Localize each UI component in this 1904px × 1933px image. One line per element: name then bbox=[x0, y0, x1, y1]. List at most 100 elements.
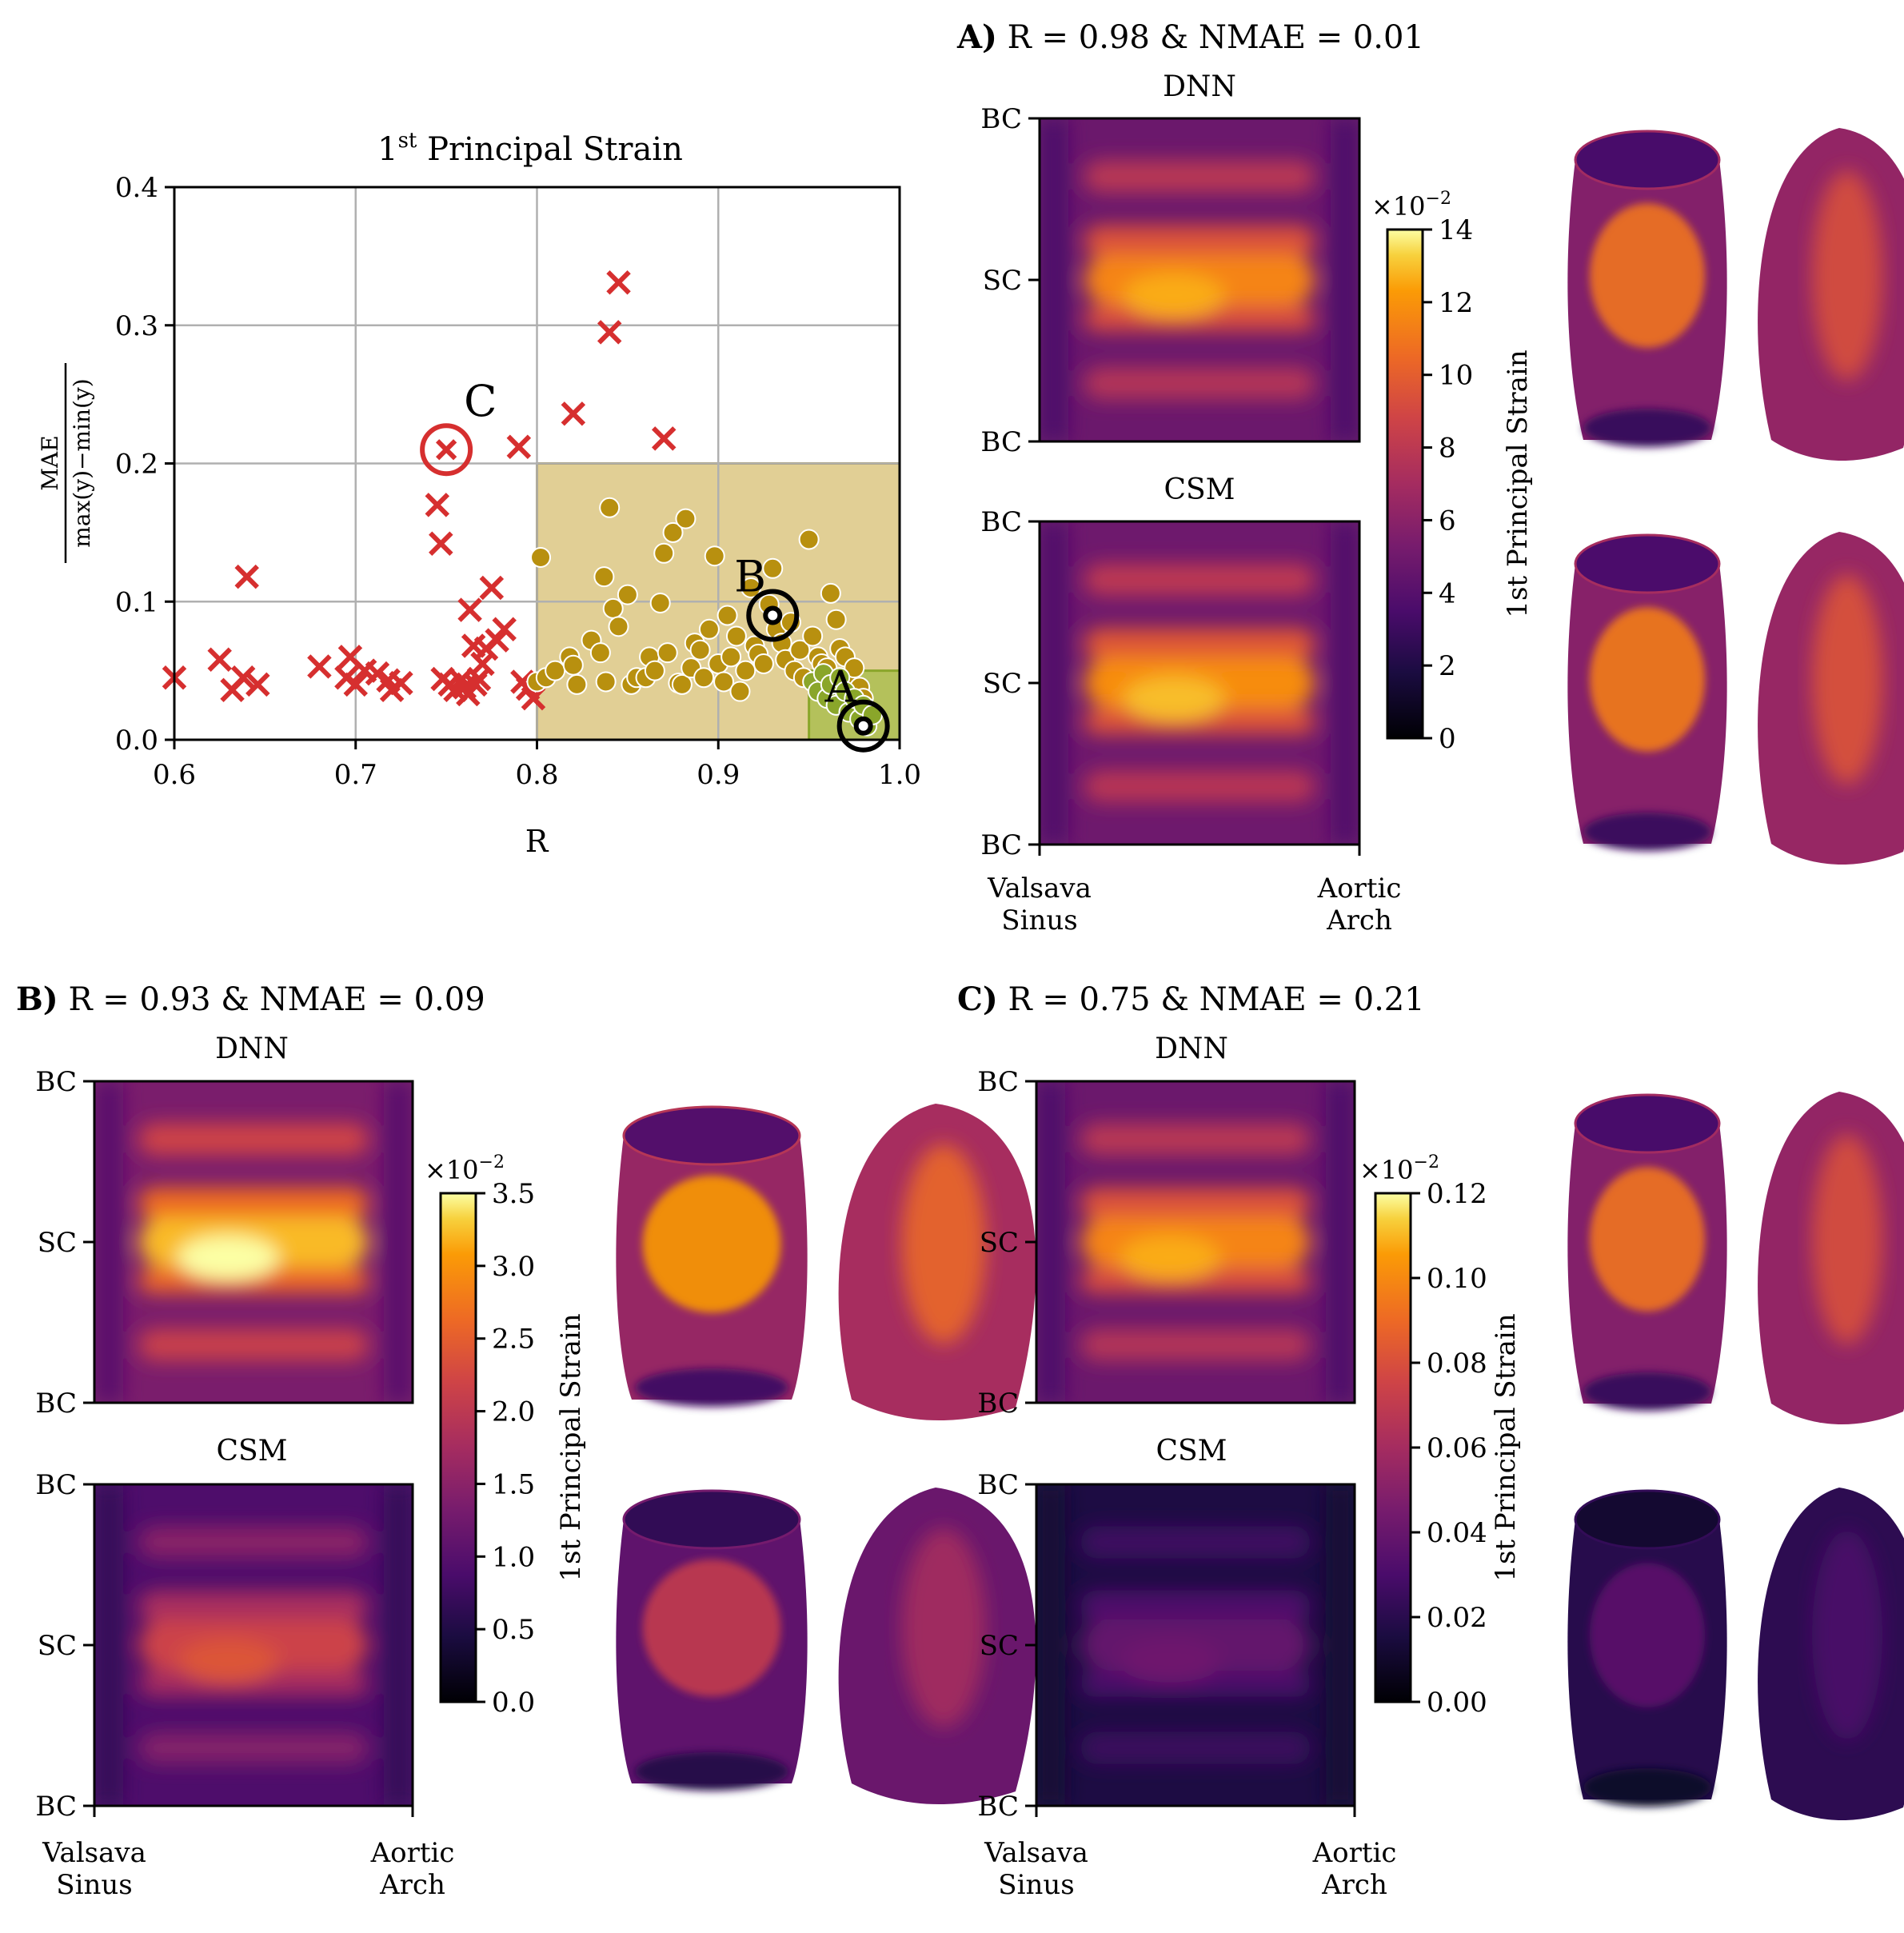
data-point-good bbox=[713, 671, 735, 693]
colorbar-tick-label: 0.08 bbox=[1427, 1348, 1487, 1380]
colorbar-label: 1st Principal Strain bbox=[555, 1313, 587, 1581]
vessel-tube-dnn bbox=[616, 1105, 808, 1407]
colorbar-label: 1st Principal Strain bbox=[1490, 1313, 1522, 1581]
colorbar-exponent: ×10−2 bbox=[1359, 1152, 1439, 1185]
data-point-x-marker bbox=[651, 426, 677, 451]
panel-a-dnn-y-ticks: BC SC BC bbox=[980, 103, 1040, 458]
colorbar-tick-label: 2.5 bbox=[492, 1324, 535, 1356]
data-point-good bbox=[844, 657, 865, 679]
scatter-y-label-numerator: MAE bbox=[37, 435, 63, 490]
panel-c: C) R = 0.75 & NMAE = 0.21 DNN CSM BCSCBC… bbox=[957, 980, 1904, 1901]
data-point-good bbox=[608, 616, 629, 637]
data-point-good bbox=[789, 639, 811, 661]
panel-a-title: A) R = 0.98 & NMAE = 0.01 bbox=[956, 18, 1424, 56]
highlight-label-c: C bbox=[464, 376, 497, 426]
colorbar-tick-label: 0.10 bbox=[1427, 1263, 1487, 1295]
colorbar-label: 1st Principal Strain bbox=[1502, 349, 1534, 617]
vessel-body-csm bbox=[838, 1488, 1036, 1805]
data-point-x-marker bbox=[389, 670, 413, 696]
vessel-body-dnn bbox=[1758, 1092, 1904, 1425]
data-point-x-marker bbox=[485, 628, 509, 653]
data-point-good bbox=[675, 508, 697, 529]
highlight-c: C bbox=[420, 376, 497, 477]
panel-a-xtick-arch: Arch bbox=[1326, 905, 1392, 937]
y-tick-label: 0.4 bbox=[115, 172, 158, 204]
data-point-good bbox=[729, 681, 751, 702]
data-point-good bbox=[720, 646, 742, 668]
vessel-tube-csm bbox=[1567, 533, 1727, 851]
panel-b-xtick-valsava: Valsava bbox=[42, 1837, 146, 1869]
x-tick-label: 0.8 bbox=[515, 759, 558, 791]
panel-c-csm-heatmap bbox=[1035, 1483, 1356, 1807]
colorbar-tick-label: 6 bbox=[1439, 505, 1456, 537]
data-point-x-marker bbox=[492, 617, 517, 642]
panel-a-colorbar: 0 2 4 6 8 10 12 14×10−2 1st Principal Strain bbox=[1371, 189, 1534, 755]
colorbar-tick-label: 0.12 bbox=[1427, 1178, 1487, 1210]
vessel-tube-dnn bbox=[1567, 1093, 1727, 1411]
x-tick-label: 1.0 bbox=[878, 759, 921, 791]
data-point-good bbox=[593, 566, 615, 588]
colorbar-tick-label: 12 bbox=[1439, 287, 1473, 319]
y-tick-label-bc: BC bbox=[977, 1791, 1019, 1823]
colorbar-tick-label: 0.04 bbox=[1427, 1517, 1487, 1549]
panel-b-csm-heatmap bbox=[93, 1483, 414, 1807]
data-point-good bbox=[545, 660, 566, 681]
data-point-x-marker bbox=[230, 665, 256, 690]
data-point-good bbox=[725, 625, 747, 647]
colorbar-tick-label: 4 bbox=[1439, 577, 1456, 609]
panel-c-x-ticks: Valsava Sinus Aortic Arch bbox=[984, 1806, 1396, 1901]
x-tick-label: 0.7 bbox=[334, 759, 377, 791]
panel-b-xtick-arch: Arch bbox=[379, 1869, 445, 1901]
y-tick-label-bc: BC bbox=[977, 1469, 1019, 1501]
data-point-good bbox=[649, 592, 671, 613]
y-tick-label-bc: BC bbox=[980, 103, 1022, 135]
data-point-x-marker bbox=[597, 320, 622, 345]
data-point-x-marker bbox=[606, 270, 631, 295]
panel-c-dnn-y-ticks: BC SC BC bbox=[977, 1066, 1036, 1420]
colorbar-tick-label: 0.5 bbox=[492, 1614, 535, 1646]
colorbar-tick-label: 0.02 bbox=[1427, 1602, 1487, 1634]
data-point-x-marker bbox=[425, 493, 450, 517]
y-tick-label-sc: SC bbox=[38, 1630, 77, 1662]
scatter-plot: 1st Principal Strain A B C 0.6 0.7 0.8 0.9 1.0… bbox=[37, 129, 921, 859]
panel-c-xtick-sinus: Sinus bbox=[998, 1869, 1074, 1901]
y-tick-label-sc: SC bbox=[980, 1227, 1019, 1259]
scatter-y-label: MAE max(y)−min(y) bbox=[37, 363, 95, 563]
data-point-x-marker bbox=[479, 575, 505, 601]
y-tick-label-bc: BC bbox=[980, 506, 1022, 538]
data-point-good bbox=[595, 671, 617, 693]
y-tick-label-bc: BC bbox=[980, 829, 1022, 861]
data-point-good bbox=[740, 577, 762, 598]
scatter-x-ticks: 0.6 0.7 0.8 0.9 1.0 bbox=[153, 740, 921, 791]
y-tick-label-bc: BC bbox=[977, 1388, 1019, 1420]
data-point-x-marker bbox=[561, 401, 586, 426]
highlight-label-b: B bbox=[734, 552, 766, 602]
data-point-x-marker bbox=[307, 654, 332, 679]
panel-a: A) R = 0.98 & NMAE = 0.01 DNN CSM BCSCBC… bbox=[956, 18, 1904, 937]
x-tick-label: 0.6 bbox=[153, 759, 196, 791]
panel-b-dnn-heatmap bbox=[93, 1080, 414, 1404]
panel-c-xtick-aortic: Aortic bbox=[1312, 1837, 1397, 1869]
scatter-x-label: R bbox=[525, 824, 549, 859]
vessel-body-dnn bbox=[1758, 128, 1904, 461]
colorbar-tick-label: 10 bbox=[1439, 360, 1473, 392]
panel-b-csm-label: CSM bbox=[216, 1435, 287, 1468]
y-tick-label-sc: SC bbox=[983, 668, 1022, 700]
y-tick-label-bc: BC bbox=[35, 1791, 77, 1823]
vessel-body-dnn bbox=[838, 1104, 1036, 1421]
colorbar-tick-label: 0.0 bbox=[492, 1687, 535, 1719]
panel-a-xtick-sinus: Sinus bbox=[1001, 905, 1077, 937]
data-point-good bbox=[602, 597, 624, 619]
data-point-good bbox=[802, 625, 824, 647]
colorbar-tick-label: 0.00 bbox=[1427, 1687, 1487, 1719]
panel-a-dnn-label: DNN bbox=[1163, 70, 1236, 103]
data-point-x-marker bbox=[521, 685, 546, 711]
colorbar-tick-label: 1.5 bbox=[492, 1468, 535, 1500]
panel-c-csm-label: CSM bbox=[1156, 1435, 1227, 1468]
data-point-x-marker bbox=[429, 531, 453, 556]
data-point-good bbox=[716, 605, 738, 626]
data-point-good bbox=[562, 654, 584, 676]
data-point-good bbox=[671, 673, 693, 695]
panel-b-dnn-y-ticks: BC SC BC bbox=[35, 1066, 94, 1420]
y-tick-label-bc: BC bbox=[977, 1066, 1019, 1098]
